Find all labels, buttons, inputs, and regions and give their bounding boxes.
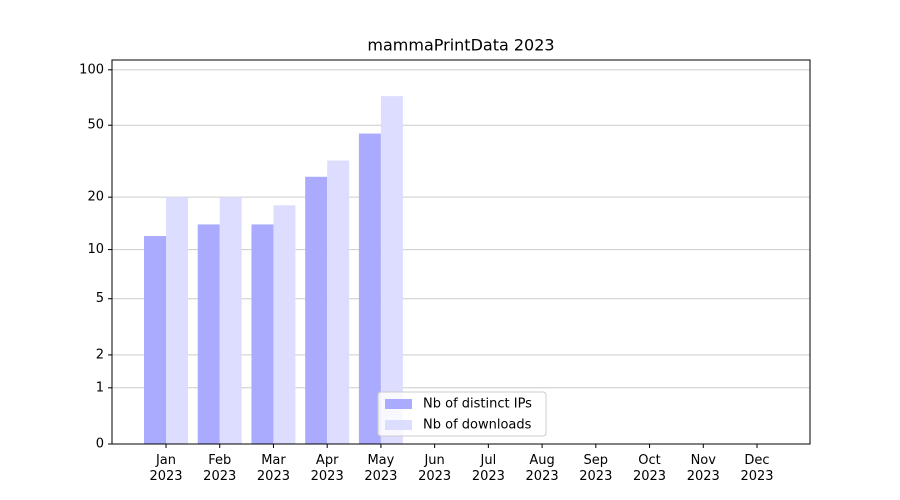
x-tick-label: Jul 2023: [471, 453, 505, 484]
y-tick-label: 5: [96, 291, 104, 306]
x-tick-label: Mar 2023: [256, 453, 290, 484]
x-tick-label: Aug 2023: [525, 453, 559, 484]
bar: [358, 133, 381, 444]
bar: [251, 224, 274, 444]
x-tick-label: Nov 2023: [686, 453, 720, 484]
bar: [219, 197, 242, 444]
y-tick-label: 0: [96, 437, 104, 452]
x-tick-label: Apr 2023: [310, 453, 344, 484]
x-tick-label: Jan 2023: [149, 453, 183, 484]
legend: Nb of distinct IPs Nb of downloads: [377, 391, 547, 437]
x-tick-label: Jun 2023: [418, 453, 452, 484]
chart-title: mammaPrintData 2023: [367, 36, 554, 55]
x-tick-label: Feb 2023: [203, 453, 237, 484]
bar: [327, 160, 350, 444]
legend-label: Nb of downloads: [423, 418, 532, 433]
y-tick-label: 1: [96, 380, 104, 395]
y-tick-label: 50: [87, 118, 104, 133]
legend-swatch: [385, 399, 412, 409]
x-tick-label: Sep 2023: [579, 453, 613, 484]
y-tick-label: 10: [87, 242, 104, 257]
y-tick-label: 20: [87, 190, 104, 205]
y-tick-label: 2: [96, 347, 104, 362]
bar: [380, 96, 403, 444]
y-tick-label: 100: [79, 62, 104, 77]
legend-label: Nb of distinct IPs: [423, 397, 532, 412]
bar: [305, 176, 328, 444]
legend-swatch: [385, 420, 412, 430]
x-tick-label: Dec 2023: [740, 453, 774, 484]
x-tick-label: May 2023: [364, 453, 398, 484]
bar: [166, 197, 188, 444]
bar: [197, 224, 220, 444]
legend-box: [377, 391, 547, 437]
bar: [144, 236, 166, 444]
plot-frame: [111, 59, 811, 445]
x-tick-label: Oct 2023: [632, 453, 667, 484]
bar: [273, 205, 296, 444]
